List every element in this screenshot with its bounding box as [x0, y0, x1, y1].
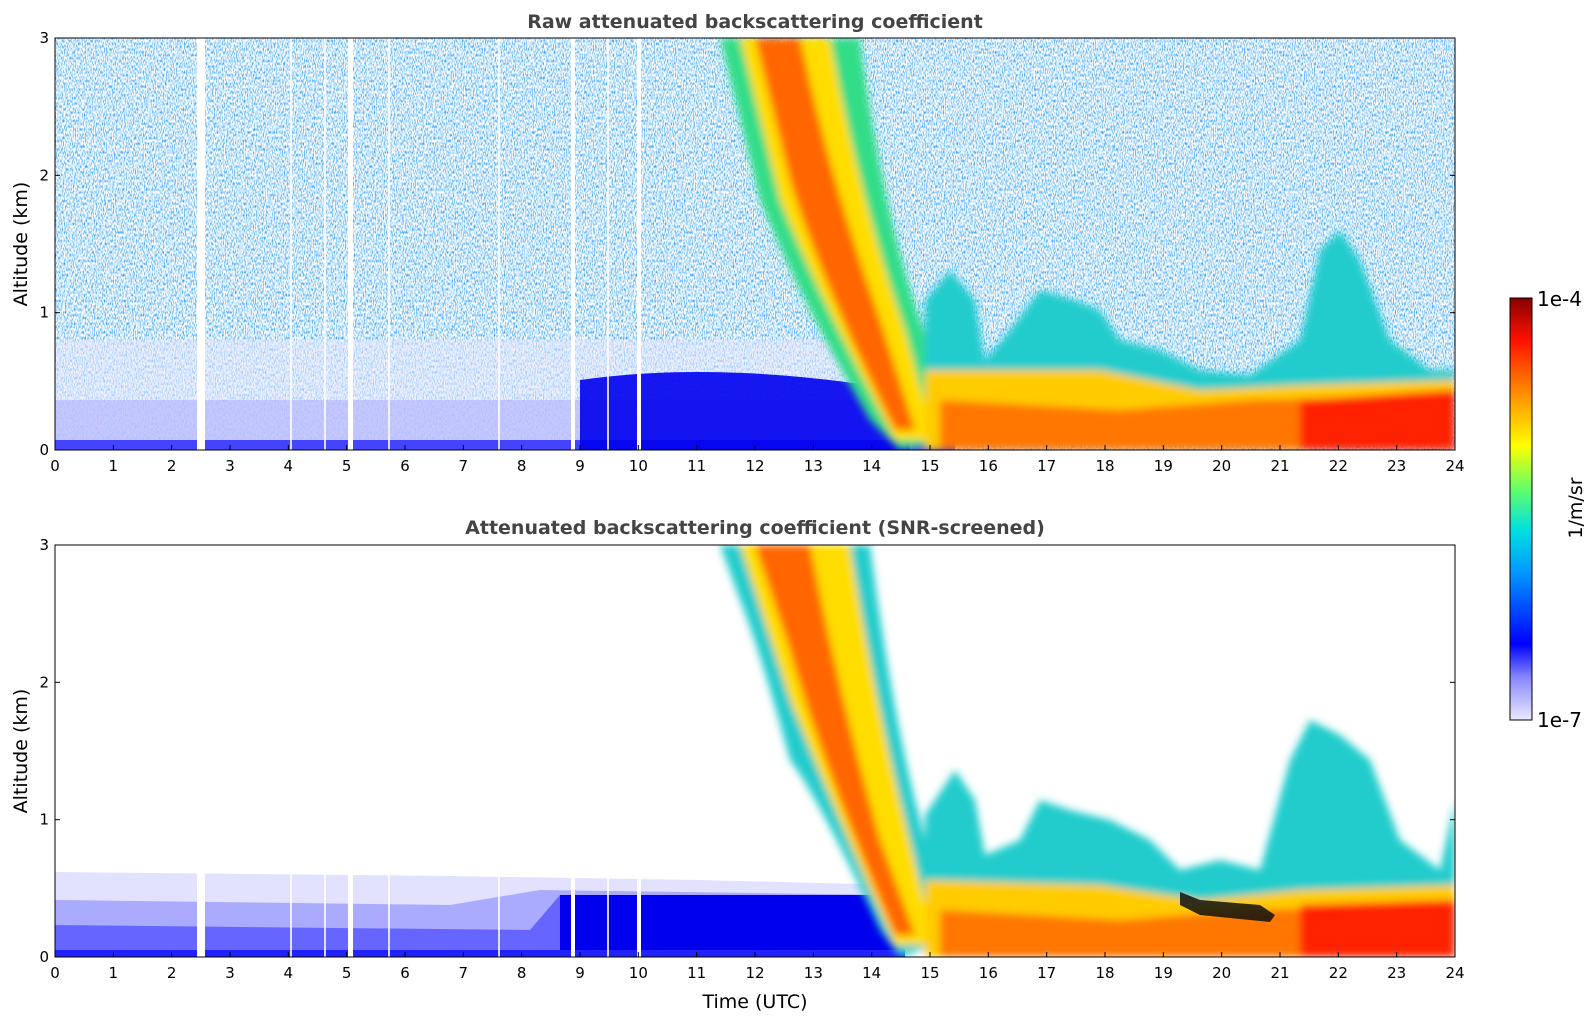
x-tick-label: 13	[804, 457, 823, 475]
x-tick-label: 24	[1445, 964, 1464, 982]
y-tick-label: 3	[39, 29, 49, 47]
x-tick-label: 19	[1154, 964, 1173, 982]
x-tick-label: 11	[687, 964, 706, 982]
x-tick-label: 3	[225, 964, 235, 982]
x-tick-label: 1	[109, 964, 119, 982]
x-tick-label: 2	[167, 457, 177, 475]
x-tick-label: 11	[687, 457, 706, 475]
x-tick-label: 14	[862, 457, 881, 475]
colorbar-unit-label: 1/m/sr	[1565, 477, 1587, 538]
x-tick-label: 0	[50, 964, 60, 982]
title-snr: Attenuated backscattering coefficient (S…	[465, 517, 1045, 539]
xlabel-snr: Time (UTC)	[701, 991, 807, 1013]
heatmap-snr	[55, 545, 1455, 957]
x-tick-label: 17	[1037, 964, 1056, 982]
y-tick-label: 2	[39, 166, 49, 184]
x-tick-label: 10	[629, 457, 648, 475]
data-gaps-raw	[197, 38, 641, 450]
axes-raw: 0 1 2 3 4 5 6 7 8 9 10 11 12 13 14 15 16 17 18 19 20 21 22 23 24…	[39, 29, 1464, 475]
panel-raw: Raw attenuated backscattering coefficien…	[10, 11, 1465, 475]
x-tick-label: 6	[400, 964, 410, 982]
ylabel-snr: Altitude (km)	[10, 689, 32, 814]
x-tick-label: 19	[1154, 457, 1173, 475]
x-tick-label: 9	[575, 964, 585, 982]
y-tick-label: 3	[39, 536, 49, 554]
x-tick-label: 8	[517, 457, 527, 475]
x-tick-label: 18	[1095, 964, 1114, 982]
x-tick-label: 21	[1270, 457, 1289, 475]
x-tick-label: 4	[284, 964, 294, 982]
x-tick-label: 24	[1445, 457, 1464, 475]
y-tick-label: 0	[39, 948, 49, 966]
x-tick-label: 17	[1037, 457, 1056, 475]
panel-snr-screened: Attenuated backscattering coefficient (S…	[10, 517, 1465, 1013]
y-tick-label: 0	[39, 441, 49, 459]
x-tick-label: 20	[1212, 964, 1231, 982]
x-tick-label: 16	[979, 457, 998, 475]
x-tick-label: 3	[225, 457, 235, 475]
x-tick-label: 23	[1387, 964, 1406, 982]
x-tick-label: 18	[1095, 457, 1114, 475]
colorbar-max-label: 1e-4	[1537, 287, 1582, 311]
x-tick-label: 8	[517, 964, 527, 982]
cloud-layer-raw	[720, 38, 1455, 450]
x-tick-label: 15	[920, 457, 939, 475]
x-tick-label: 7	[459, 457, 469, 475]
y-tick-label: 2	[39, 673, 49, 691]
title-raw: Raw attenuated backscattering coefficien…	[527, 11, 983, 33]
colorbar: 1e-4 1e-7 1/m/sr	[1509, 287, 1587, 732]
axes-snr: 0 1 2 3 4 5 6 7 8 9 10 11 12 13 14 15 16 17 18 19 20 21 22 23 24…	[39, 536, 1464, 982]
colorbar-min-label: 1e-7	[1537, 708, 1582, 732]
x-tick-label: 5	[342, 457, 352, 475]
cloud-layer-snr	[720, 545, 1455, 957]
x-tick-label: 12	[745, 964, 764, 982]
y-tick-label: 1	[39, 811, 49, 829]
x-tick-label: 21	[1270, 964, 1289, 982]
x-tick-label: 23	[1387, 457, 1406, 475]
colorbar-gradient	[1509, 297, 1533, 721]
x-tick-label: 0	[50, 457, 60, 475]
x-tick-label: 15	[920, 964, 939, 982]
x-tick-label: 5	[342, 964, 352, 982]
x-tick-label: 1	[109, 457, 119, 475]
x-tick-label: 9	[575, 457, 585, 475]
x-tick-label: 22	[1329, 964, 1348, 982]
ylabel-raw: Altitude (km)	[10, 182, 32, 307]
x-tick-label: 7	[459, 964, 469, 982]
x-tick-label: 4	[284, 457, 294, 475]
x-tick-label: 12	[745, 457, 764, 475]
x-tick-label: 2	[167, 964, 177, 982]
x-tick-label: 22	[1329, 457, 1348, 475]
y-tick-label: 1	[39, 304, 49, 322]
x-tick-label: 20	[1212, 457, 1231, 475]
data-gaps-snr	[197, 545, 641, 957]
heatmap-raw	[55, 38, 1455, 450]
x-tick-label: 6	[400, 457, 410, 475]
x-tick-label: 14	[862, 964, 881, 982]
x-tick-label: 16	[979, 964, 998, 982]
x-tick-label: 10	[629, 964, 648, 982]
x-tick-label: 13	[804, 964, 823, 982]
